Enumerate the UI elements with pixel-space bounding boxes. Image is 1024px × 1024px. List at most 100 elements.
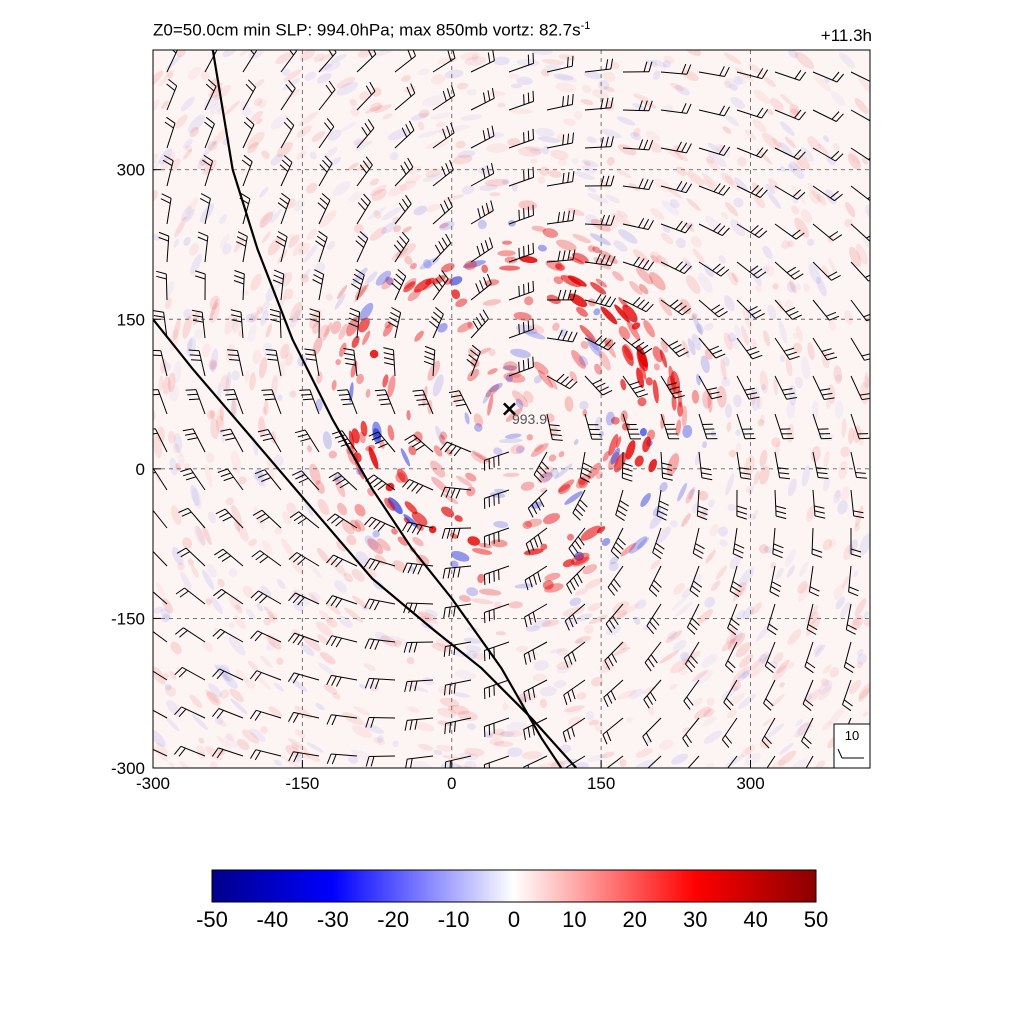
barb-feather [622, 472, 633, 477]
wind-barb [774, 185, 806, 200]
vorticity-patch [621, 345, 634, 366]
barb-staff [736, 261, 758, 279]
wind-barb [774, 147, 806, 160]
vorticity-patch [718, 255, 727, 264]
barb-feather [274, 269, 284, 275]
vorticity-patch [267, 237, 282, 256]
vorticity-patch [182, 315, 192, 339]
vorticity-patch [835, 596, 845, 610]
vorticity-patch [306, 182, 318, 194]
barb-staff [842, 679, 852, 705]
vorticity-patch [404, 501, 418, 515]
vorticity-patch [157, 426, 165, 443]
barb-feather [686, 103, 692, 114]
vorticity-patch [341, 519, 355, 535]
vorticity-patch [349, 98, 357, 107]
barb-feather [567, 56, 569, 68]
barb-staff [698, 71, 725, 77]
vorticity-patch [863, 611, 869, 619]
barb-staff [331, 674, 358, 681]
barb-feather [453, 399, 464, 402]
barb-feather [216, 709, 224, 719]
vorticity-patch [195, 525, 206, 546]
vorticity-patch [700, 355, 710, 374]
barb-feather [662, 477, 673, 481]
wind-barb [845, 603, 857, 635]
vorticity-patch [456, 765, 475, 768]
barb-feather [265, 349, 277, 351]
vorticity-patch [391, 528, 398, 535]
wind-barb [622, 178, 654, 190]
barb-feather [556, 373, 565, 382]
barb-feather [532, 204, 534, 216]
vorticity-patch [164, 683, 172, 691]
barb-staff [183, 627, 206, 643]
vorticity-patch [261, 300, 270, 315]
barb-feather [686, 64, 692, 75]
barb-feather [357, 202, 366, 211]
vorticity-patch [407, 166, 422, 175]
barb-staff [369, 558, 396, 567]
barb-feather [819, 388, 831, 391]
vorticity-patch [196, 745, 206, 755]
barb-staff [222, 548, 244, 567]
vorticity-patch [250, 274, 262, 291]
barb-feather [653, 579, 662, 588]
barb-feather [279, 197, 289, 205]
vorticity-patch [351, 595, 370, 610]
barb-staff [647, 755, 662, 768]
barb-feather [769, 591, 780, 597]
wind-barb [698, 183, 731, 196]
barb-feather [432, 282, 440, 292]
vorticity-patch [256, 118, 263, 125]
barb-feather [369, 639, 375, 650]
vorticity-patch [497, 102, 506, 108]
barb-feather [874, 76, 881, 84]
barb-feather [383, 352, 394, 356]
barb-feather [449, 760, 451, 768]
vorticity-patch [437, 720, 451, 726]
vorticity-patch [587, 187, 597, 193]
barb-feather [326, 675, 332, 686]
barb-feather [285, 84, 293, 93]
wind-barb [584, 97, 614, 111]
colorbar-tick-label: -50 [196, 907, 228, 932]
barb-feather [215, 508, 226, 515]
vorticity-patch [575, 474, 591, 489]
wind-barb [153, 630, 168, 643]
barb-feather [241, 159, 251, 167]
wind-barb [804, 641, 816, 674]
vorticity-patch [276, 394, 283, 401]
vorticity-patch [153, 234, 161, 241]
vorticity-patch [229, 595, 242, 610]
vorticity-patch [498, 438, 523, 444]
barb-staff [356, 238, 369, 263]
wind-barb [698, 337, 726, 359]
barb-staff [584, 299, 611, 308]
vorticity-patch [578, 478, 589, 489]
barb-feather [334, 50, 337, 53]
vorticity-patch [556, 647, 569, 657]
vorticity-patch [676, 152, 688, 162]
barb-staff [182, 666, 206, 681]
vorticity-patch [721, 172, 734, 186]
wind-barb [365, 755, 396, 767]
vorticity-patch [449, 533, 458, 539]
barb-feather [376, 394, 388, 396]
barb-feather [179, 630, 188, 638]
wind-barb [523, 717, 548, 740]
barb-feather [772, 553, 783, 559]
wind-barb [164, 116, 176, 149]
barb-staff [184, 587, 206, 605]
barb-feather [809, 586, 820, 592]
barb-feather [373, 561, 381, 571]
barb-feather [562, 211, 565, 222]
barb-staff [407, 755, 434, 760]
barb-feather [438, 274, 446, 284]
vorticity-patch [818, 143, 829, 156]
vorticity-patch [663, 55, 675, 64]
barb-feather [721, 739, 730, 748]
vorticity-patch [210, 348, 218, 372]
wind-barb [698, 375, 723, 400]
barb-feather [438, 241, 445, 251]
